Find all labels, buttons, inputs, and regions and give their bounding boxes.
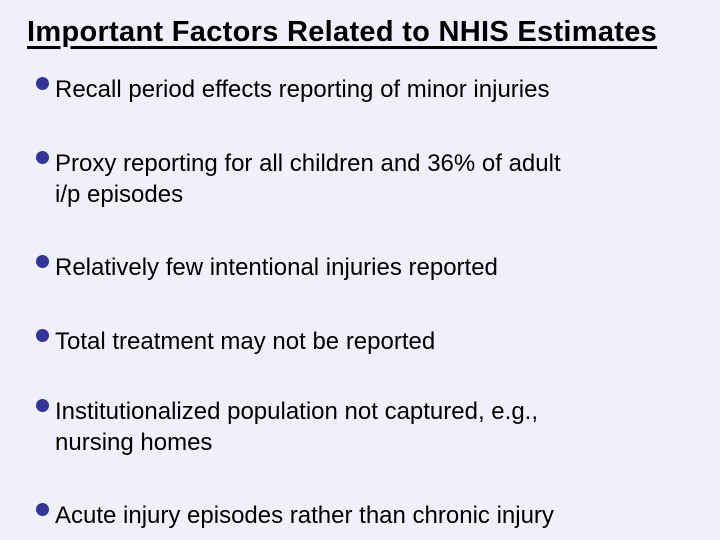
bullet-text: Recall period effects reporting of minor… xyxy=(55,76,550,103)
bullet-item: Recall period effects reporting of minor… xyxy=(36,74,696,105)
bullet-icon xyxy=(36,399,49,412)
bullet-icon xyxy=(36,255,49,268)
bullet-icon xyxy=(36,503,49,516)
bullet-item: Total treatment may not be reported xyxy=(36,326,696,357)
bullet-item: Relatively few intentional injuries repo… xyxy=(36,252,696,283)
bullet-text: Relatively few intentional injuries repo… xyxy=(55,254,498,281)
bullet-icon xyxy=(36,151,49,164)
bullet-item: Proxy reporting for all children and 36%… xyxy=(36,148,696,210)
bullet-text: Institutionalized population not capture… xyxy=(55,398,538,425)
bullet-text: Proxy reporting for all children and 36%… xyxy=(55,150,561,177)
bullet-text: i/p episodes xyxy=(55,181,184,208)
bullet-item: Institutionalized population not capture… xyxy=(36,396,696,458)
bullet-text: Total treatment may not be reported xyxy=(55,328,436,355)
slide-title: Important Factors Related to NHIS Estima… xyxy=(27,16,658,48)
bullet-text: nursing homes xyxy=(55,429,213,456)
bullet-text: Acute injury episodes rather than chroni… xyxy=(55,502,554,529)
bullet-item: Acute injury episodes rather than chroni… xyxy=(36,500,696,531)
bullet-icon xyxy=(36,77,49,90)
bullet-icon xyxy=(36,329,49,342)
